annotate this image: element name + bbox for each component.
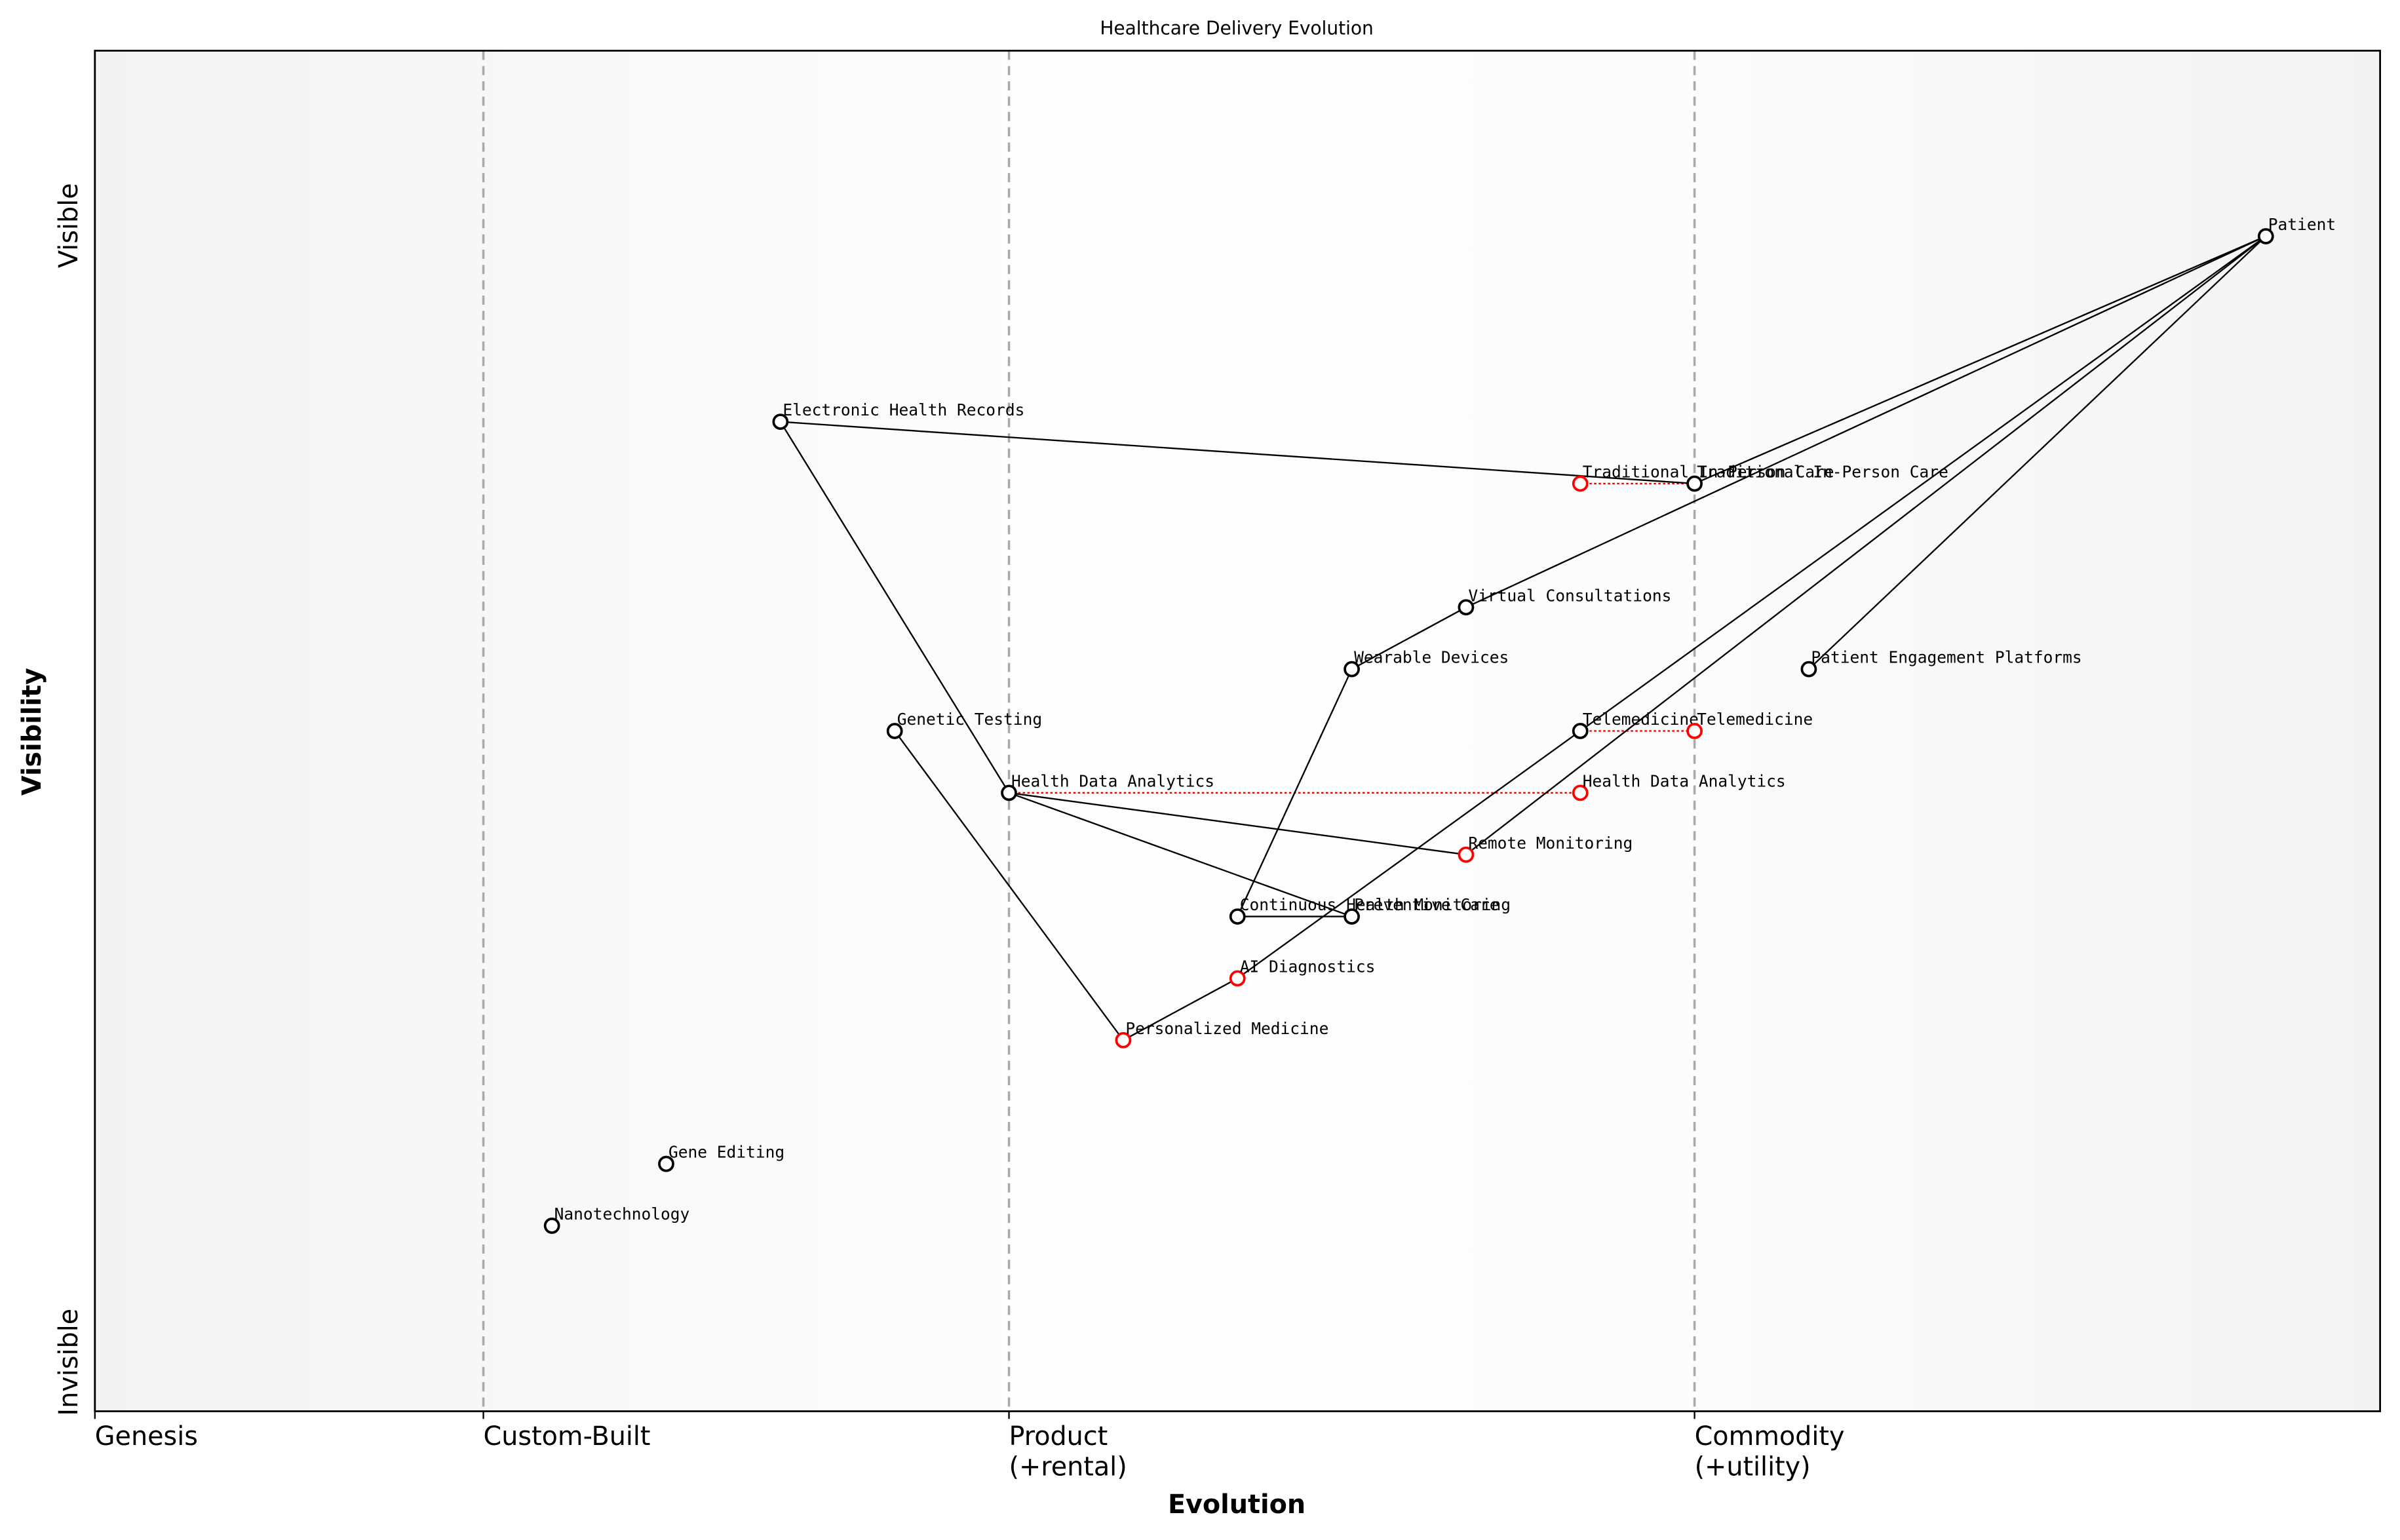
- node: [1001, 784, 1017, 801]
- node-label: Remote Monitoring: [1468, 834, 1633, 853]
- node-label: Preventive Care: [1354, 895, 1499, 914]
- node: [1344, 661, 1360, 678]
- link: [1009, 792, 1352, 917]
- node: [1229, 908, 1246, 925]
- plot-background: [94, 50, 2380, 1412]
- node-label: Health Data Analytics: [1011, 771, 1214, 790]
- node-label: Wearable Devices: [1354, 648, 1509, 667]
- map-layer: Patient Traditional In-Person CareTraditi…: [482, 50, 2336, 1412]
- link: [1465, 235, 2266, 608]
- x-axis-label: Evolution: [1168, 1490, 1306, 1520]
- link: [1237, 668, 1353, 917]
- node-label: Traditional In-Person Care: [1697, 463, 1948, 482]
- plot-frame: [94, 49, 2382, 1412]
- node-label: Continuous Health Monitoring: [1240, 895, 1511, 914]
- node-label: Genetic Testing: [897, 710, 1042, 729]
- link: [1237, 730, 1581, 979]
- node-label: Telemedicine: [1583, 710, 1699, 729]
- node: [1115, 1031, 1132, 1049]
- node: [772, 414, 789, 430]
- node-label: Gene Editing: [668, 1143, 784, 1162]
- node-label: Electronic Health Records: [783, 400, 1024, 419]
- node: [2257, 228, 2274, 244]
- node-label: Health Data Analytics: [1583, 771, 1786, 790]
- node-label: Patient Engagement Platforms: [1811, 648, 2081, 667]
- node-label: Telemedicine: [1697, 710, 1813, 729]
- x-tick-label: Custom-Built: [484, 1421, 651, 1452]
- node: [1686, 723, 1703, 739]
- link: [1579, 235, 2266, 732]
- node: [1458, 846, 1475, 863]
- node: [1572, 723, 1589, 739]
- node: [543, 1218, 560, 1234]
- link: [779, 421, 1010, 794]
- node: [658, 1155, 674, 1172]
- link: [1808, 235, 2267, 670]
- link: [1123, 977, 1238, 1041]
- node-label: Nanotechnology: [554, 1204, 690, 1223]
- x-tick-label: Commodity (+utility): [1695, 1421, 1845, 1482]
- node-label: Traditional In-Person Care: [1583, 463, 1834, 482]
- node: [886, 723, 903, 739]
- x-tick-label: Genesis: [95, 1421, 198, 1452]
- link: [780, 421, 1695, 485]
- node: [1686, 475, 1703, 492]
- link: [1465, 235, 2267, 856]
- link: [1351, 606, 1467, 670]
- node: [1572, 475, 1589, 492]
- invisible-label: Invisible: [54, 1309, 84, 1416]
- x-tick-label: Product (+rental): [1009, 1421, 1127, 1482]
- node-label: AI Diagnostics: [1240, 957, 1376, 976]
- node: [1800, 661, 1817, 678]
- visible-label: Visible: [54, 183, 84, 268]
- y-axis-label: Visibility: [17, 668, 47, 796]
- chart-title: Healthcare Delivery Evolution: [1100, 18, 1373, 39]
- node-label: Patient: [2268, 215, 2336, 234]
- node-label: Virtual Consultations: [1468, 586, 1671, 605]
- link: [1694, 235, 2266, 485]
- node: [1458, 599, 1475, 616]
- link: [894, 730, 1124, 1041]
- node: [1229, 970, 1246, 987]
- node: [1572, 784, 1589, 801]
- node-label: Personalized Medicine: [1125, 1019, 1328, 1038]
- link: [1009, 792, 1467, 856]
- node: [1344, 908, 1360, 925]
